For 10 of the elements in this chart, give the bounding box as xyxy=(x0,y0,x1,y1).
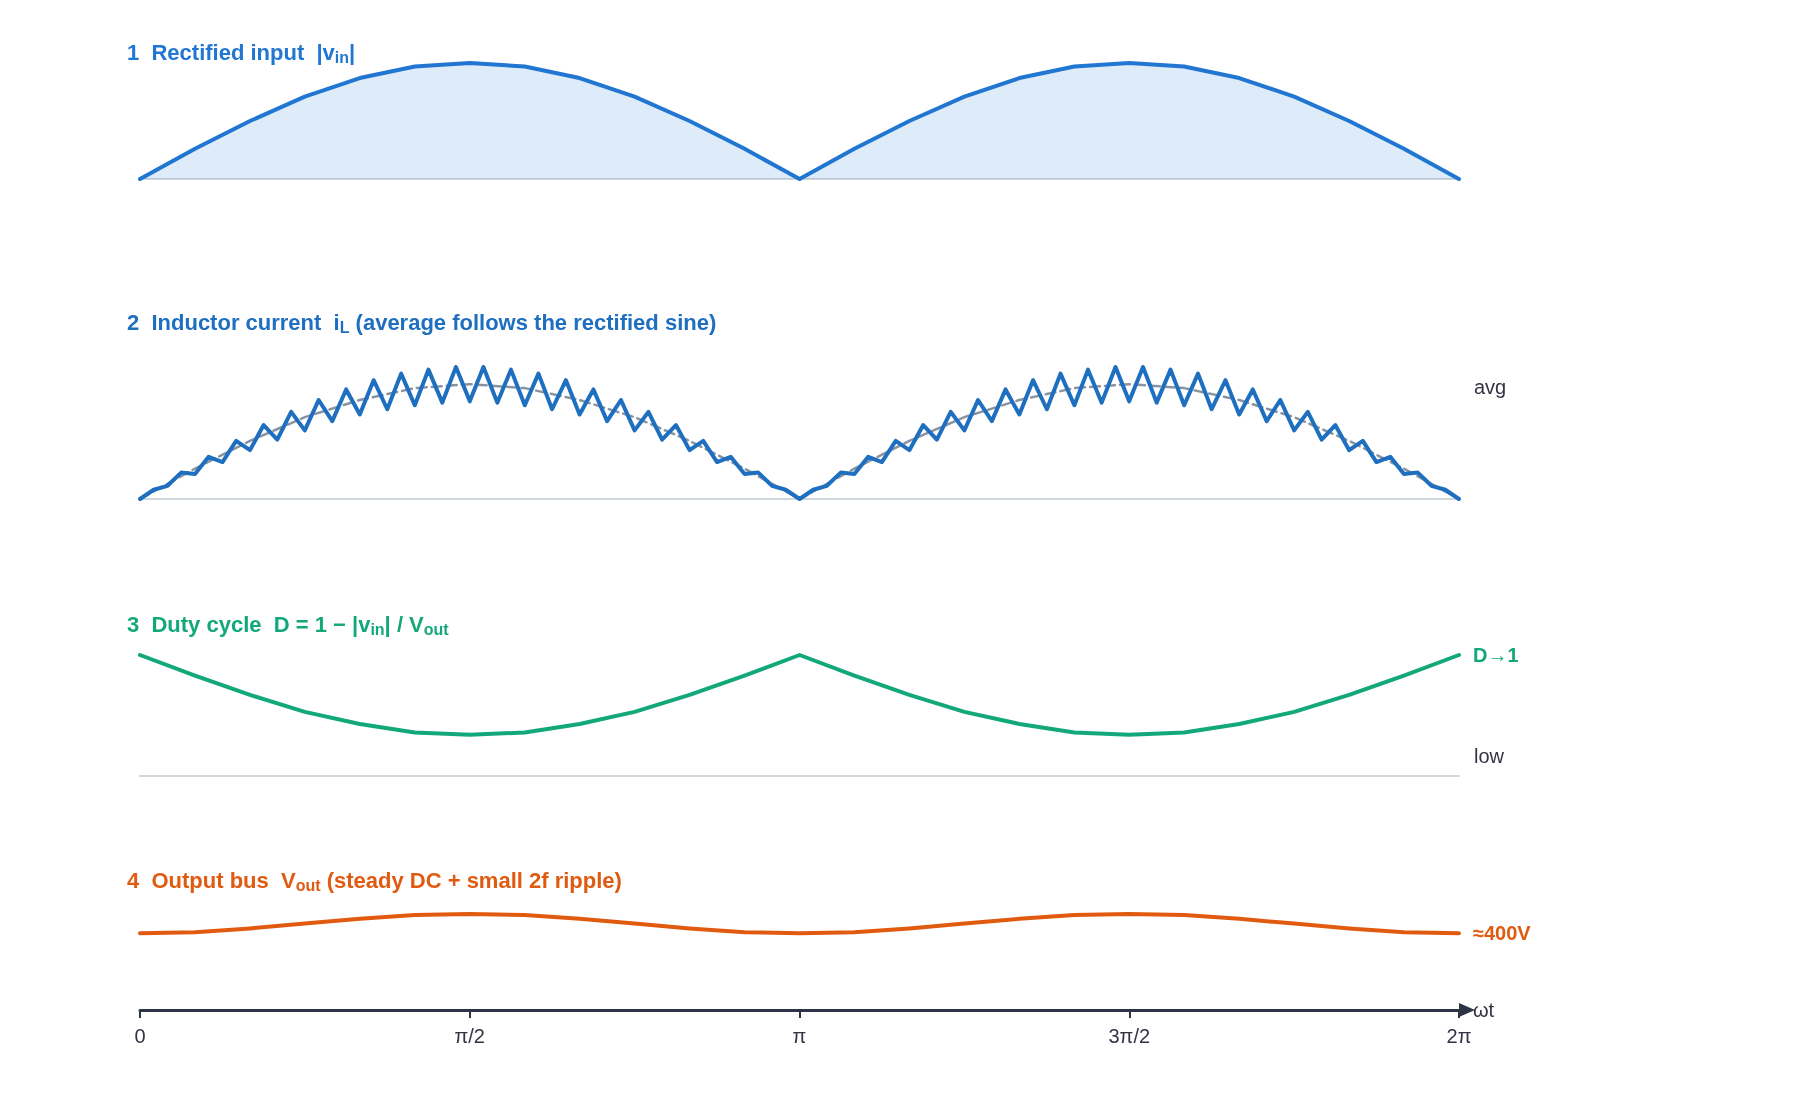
x-axis-title: ωt xyxy=(1473,999,1495,1021)
x-tick-label: π xyxy=(792,1025,807,1047)
x-tick-label: 0 xyxy=(134,1025,146,1047)
text: avg xyxy=(1474,376,1507,398)
x-tick-label: 3π/2 xyxy=(1108,1025,1151,1047)
x-tick-label: 2π xyxy=(1446,1025,1472,1047)
text: low xyxy=(1474,745,1505,767)
x-tick-label: π/2 xyxy=(454,1025,485,1047)
annotation: ≈400V xyxy=(1472,922,1532,945)
annotation: D→1 xyxy=(1472,644,1519,666)
